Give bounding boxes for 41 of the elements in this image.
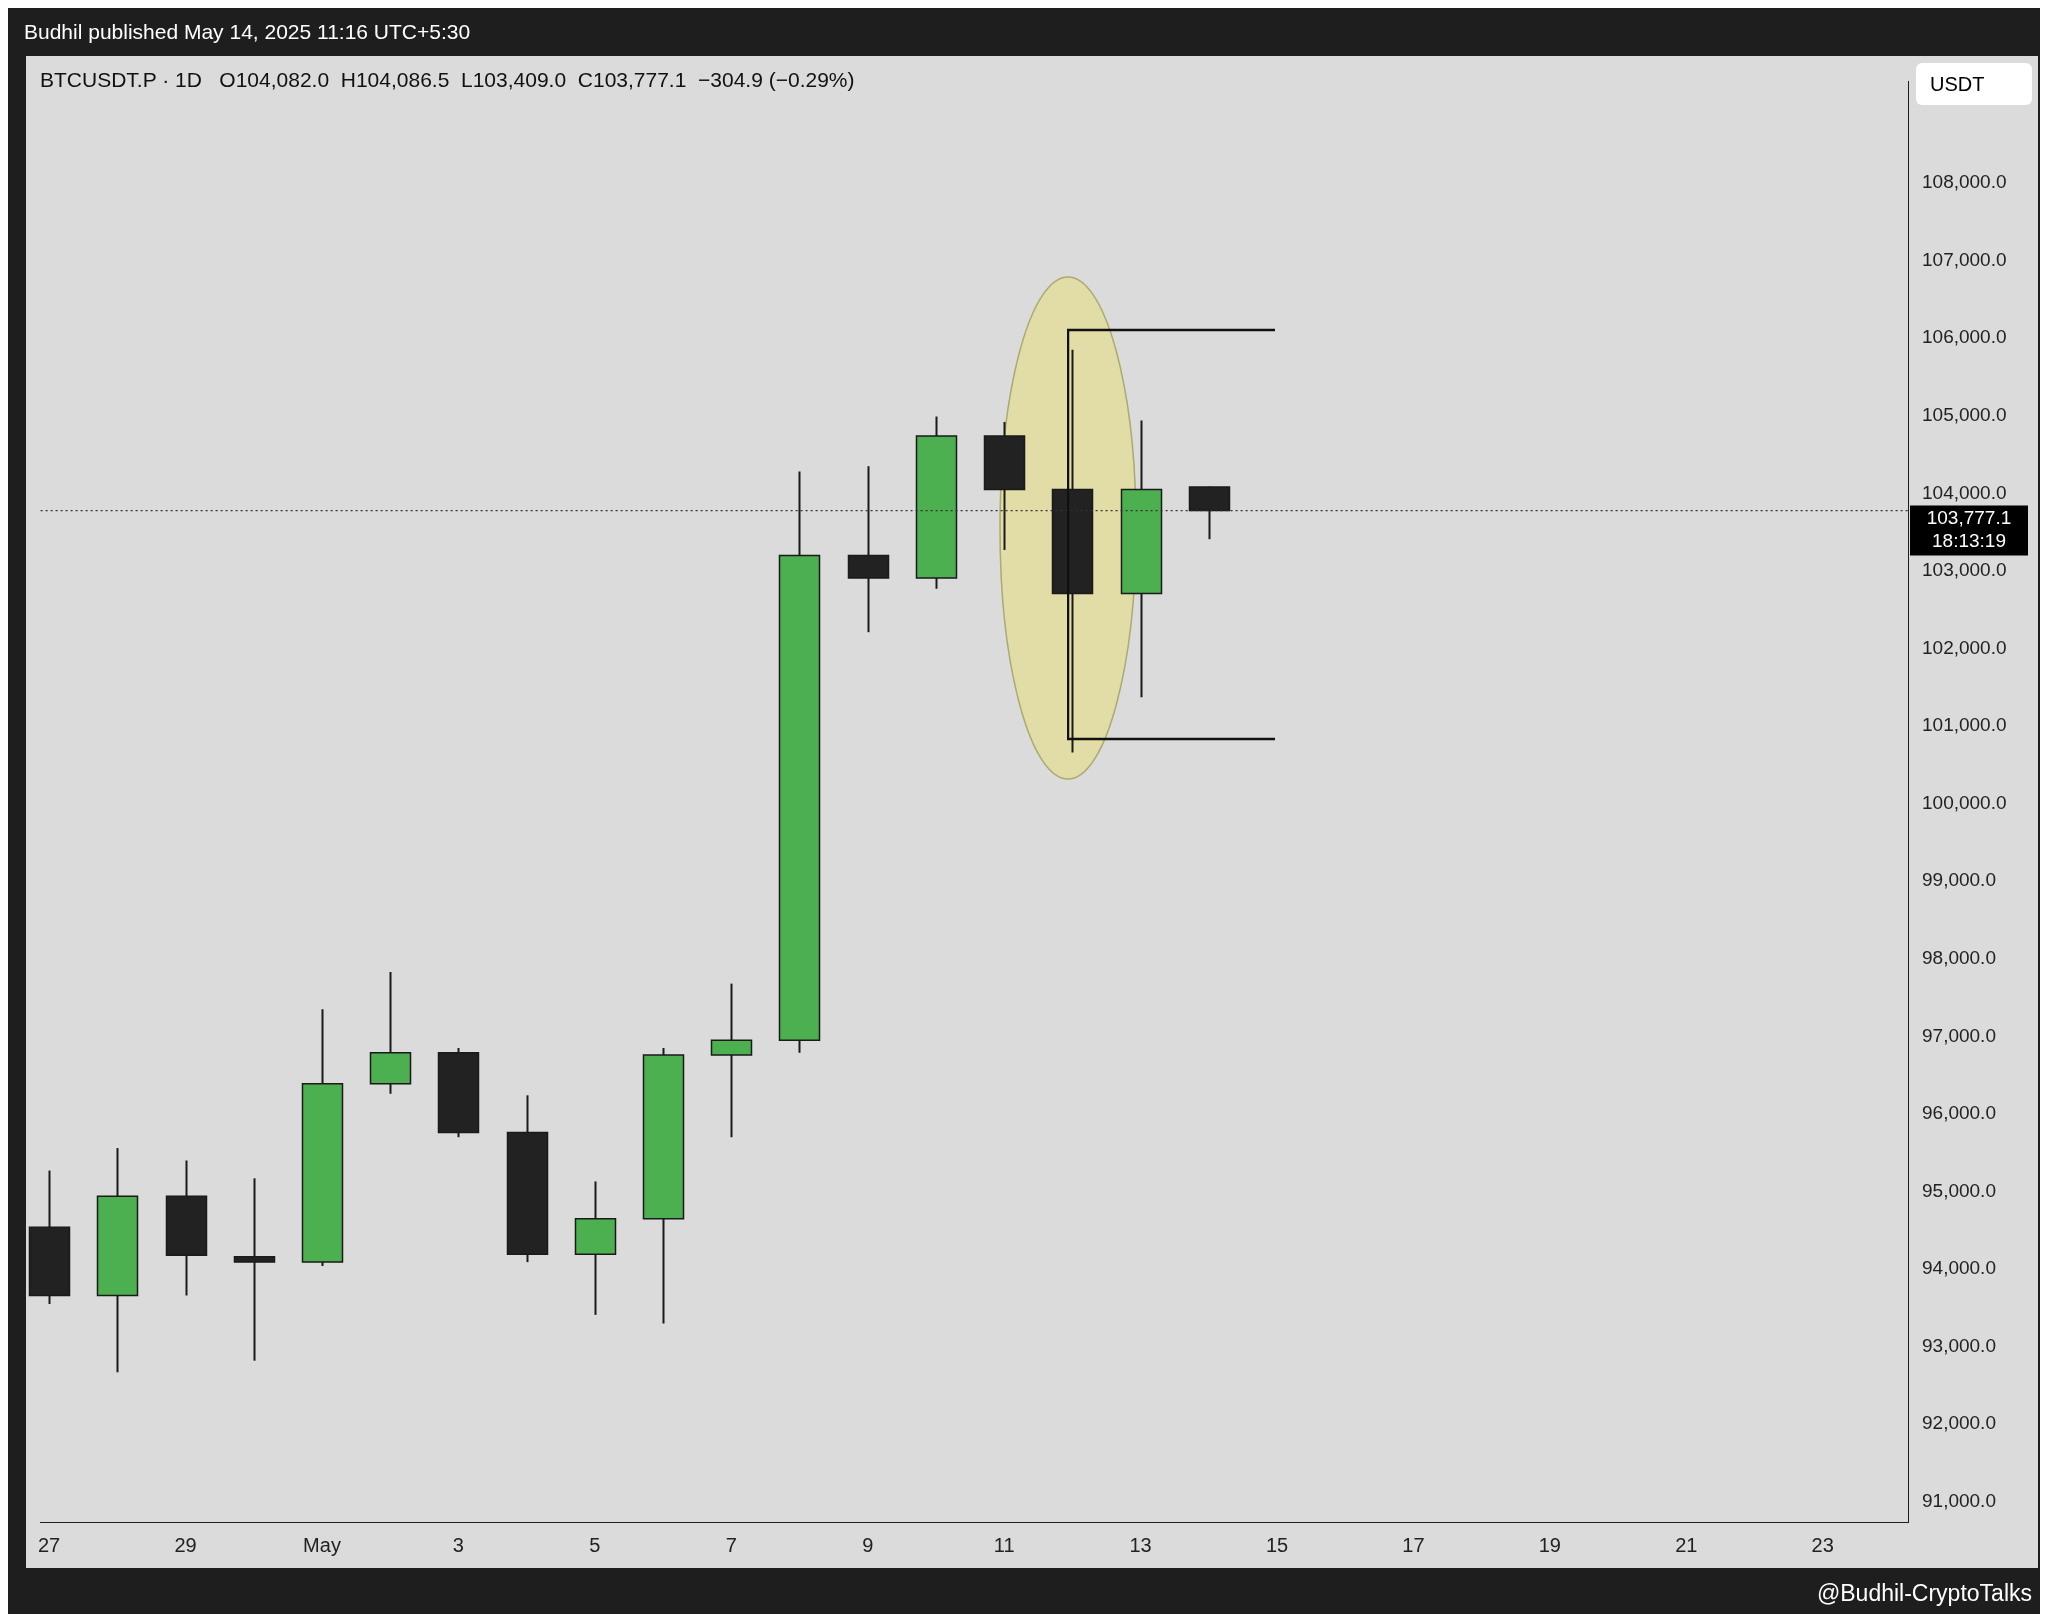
text: @Budhil-CryptoTalks: [1816, 1580, 2032, 1607]
y-tick-label: 95,000.0: [1922, 1179, 1996, 1201]
chart-subtitle: O104,082.0 H104,086.5 L103,409.0 C103,777.1 −304.9 (−0.29%): [219, 68, 855, 91]
y-tick-label: 106,000.0: [1922, 326, 2007, 348]
x-tick-label: 5: [589, 1533, 601, 1556]
x-tick-label: 23: [1811, 1533, 1834, 1556]
y-tick-label: 105,000.0: [1922, 403, 2007, 425]
y-tick-label: 91,000.0: [1922, 1490, 1996, 1512]
y-tick-label: 97,000.0: [1922, 1024, 1996, 1046]
chart-title: BTCUSDT.P · 1D: [40, 68, 202, 91]
x-tick-label: 19: [1538, 1533, 1561, 1556]
candlestick: [710, 982, 753, 1139]
x-tick-label: 27: [38, 1533, 61, 1556]
x-tick-label: 21: [1675, 1533, 1698, 1556]
y-tick-label: 92,000.0: [1922, 1412, 1996, 1434]
y-tick-label: 96,000.0: [1922, 1102, 1996, 1124]
y-tick-label: 102,000.0: [1922, 636, 2007, 658]
text: USDT: [1916, 63, 2032, 105]
y-tick-label: 108,000.0: [1922, 171, 2007, 193]
y-tick-label: 100,000.0: [1922, 791, 2007, 813]
x-tick-label: 17: [1402, 1533, 1425, 1556]
y-tick-label: 101,000.0: [1922, 714, 2007, 736]
candlestick: [233, 1177, 276, 1362]
y-tick-label: 93,000.0: [1922, 1334, 1996, 1356]
x-tick-label: 3: [452, 1533, 464, 1556]
y-tick-label: 103,000.0: [1922, 559, 2007, 581]
text: Budhil published May 14, 2025 11:16 UTC+5:30: [24, 20, 471, 44]
y-tick-label: 98,000.0: [1922, 947, 1996, 969]
y-tick-label: 99,000.0: [1922, 869, 1996, 891]
x-tick-label: 7: [725, 1533, 737, 1556]
x-tick-label: 13: [1129, 1533, 1152, 1556]
y-tick-label: 107,000.0: [1922, 248, 2007, 270]
x-tick-label: 9: [862, 1533, 874, 1556]
ref-line-label: 103,777.1: [1926, 506, 2012, 528]
y-tick-label: 94,000.0: [1922, 1257, 1996, 1279]
x-tick-label: 15: [1265, 1533, 1289, 1556]
x-tick-label: 11: [993, 1533, 1015, 1556]
text: 18:13:19: [1932, 529, 2006, 551]
x-tick-label: May: [303, 1533, 341, 1556]
x-tick-label: 29: [174, 1533, 197, 1556]
y-tick-label: 104,000.0: [1922, 481, 2007, 503]
